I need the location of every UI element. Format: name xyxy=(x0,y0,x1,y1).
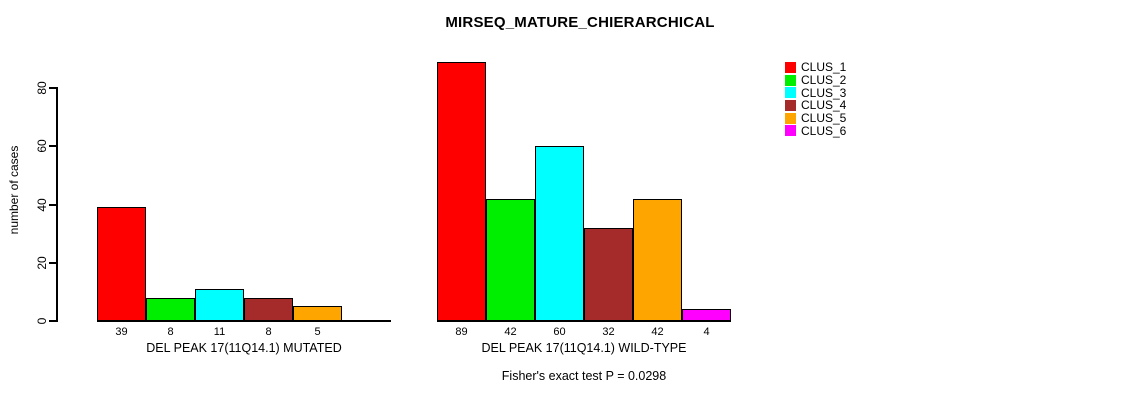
legend-swatch-icon xyxy=(785,99,796,111)
legend-swatch-icon xyxy=(785,112,796,124)
bar-clus_1 xyxy=(97,207,146,321)
bar-clus_4 xyxy=(584,228,633,321)
legend: CLUS_1 CLUS_2 CLUS_3 CLUS_4 CLUS_5 CLUS_6 xyxy=(785,60,847,138)
group-label: DEL PEAK 17(11Q14.1) WILD-TYPE xyxy=(481,341,687,355)
legend-swatch-icon xyxy=(785,87,796,99)
bar-clus_3 xyxy=(535,146,584,321)
legend-swatch-icon xyxy=(785,74,796,86)
legend-item: CLUS_6 xyxy=(785,123,847,138)
legend-swatch-icon xyxy=(785,61,796,73)
legend-item: CLUS_4 xyxy=(785,98,847,113)
bar-clus_5 xyxy=(633,199,682,321)
y-tick xyxy=(49,320,56,322)
fisher-test-annotation: Fisher's exact test P = 0.0298 xyxy=(501,369,667,383)
bar-value-label: 39 xyxy=(115,326,128,338)
bar-value-label: 5 xyxy=(314,326,321,338)
legend-label: CLUS_5 xyxy=(801,111,847,126)
group-label: DEL PEAK 17(11Q14.1) MUTATED xyxy=(146,341,342,355)
bar-value-label: 8 xyxy=(167,326,174,338)
y-tick xyxy=(49,87,56,89)
legend-item: CLUS_2 xyxy=(785,73,847,88)
bar-clus_2 xyxy=(146,298,195,321)
y-tick-label: 0 xyxy=(35,317,49,325)
bar-clus_4 xyxy=(244,298,293,321)
y-tick xyxy=(49,261,56,264)
bar-clus_1 xyxy=(437,62,486,321)
bar-clus_5 xyxy=(293,306,342,321)
bar-value-label: 42 xyxy=(651,326,664,338)
legend-label: CLUS_1 xyxy=(801,60,847,75)
x-axis-baseline xyxy=(437,320,731,322)
y-axis-line xyxy=(56,87,58,322)
y-tick xyxy=(49,145,56,148)
bar-value-label: 8 xyxy=(265,326,272,338)
bar-value-label: 11 xyxy=(213,326,226,338)
bar-value-label: 89 xyxy=(455,326,468,338)
legend-label: CLUS_6 xyxy=(801,123,847,138)
legend-label: CLUS_4 xyxy=(801,98,847,113)
bar-value-label: 4 xyxy=(703,326,710,338)
y-tick-label: 40 xyxy=(35,197,49,212)
bar-clus_3 xyxy=(195,289,244,321)
legend-item: CLUS_3 xyxy=(785,85,847,100)
y-tick-label: 20 xyxy=(35,256,49,270)
bar-value-label: 42 xyxy=(504,326,517,338)
legend-label: CLUS_2 xyxy=(801,73,847,88)
y-tick-label: 60 xyxy=(35,139,49,153)
legend-swatch-icon xyxy=(785,125,796,137)
y-axis-title: number of cases xyxy=(7,145,21,235)
bar-value-label: 32 xyxy=(602,326,615,338)
legend-item: CLUS_5 xyxy=(785,111,847,126)
legend-item: CLUS_1 xyxy=(785,60,847,75)
y-tick xyxy=(49,203,56,206)
bar-clus_6 xyxy=(682,309,731,321)
bar-clus_2 xyxy=(486,199,535,321)
x-axis-baseline xyxy=(97,320,391,322)
legend-label: CLUS_3 xyxy=(801,85,847,100)
chart-title: MIRSEQ_MATURE_CHIERARCHICAL xyxy=(445,14,715,31)
bar-value-label: 60 xyxy=(553,326,566,338)
y-tick-label: 80 xyxy=(35,81,49,95)
